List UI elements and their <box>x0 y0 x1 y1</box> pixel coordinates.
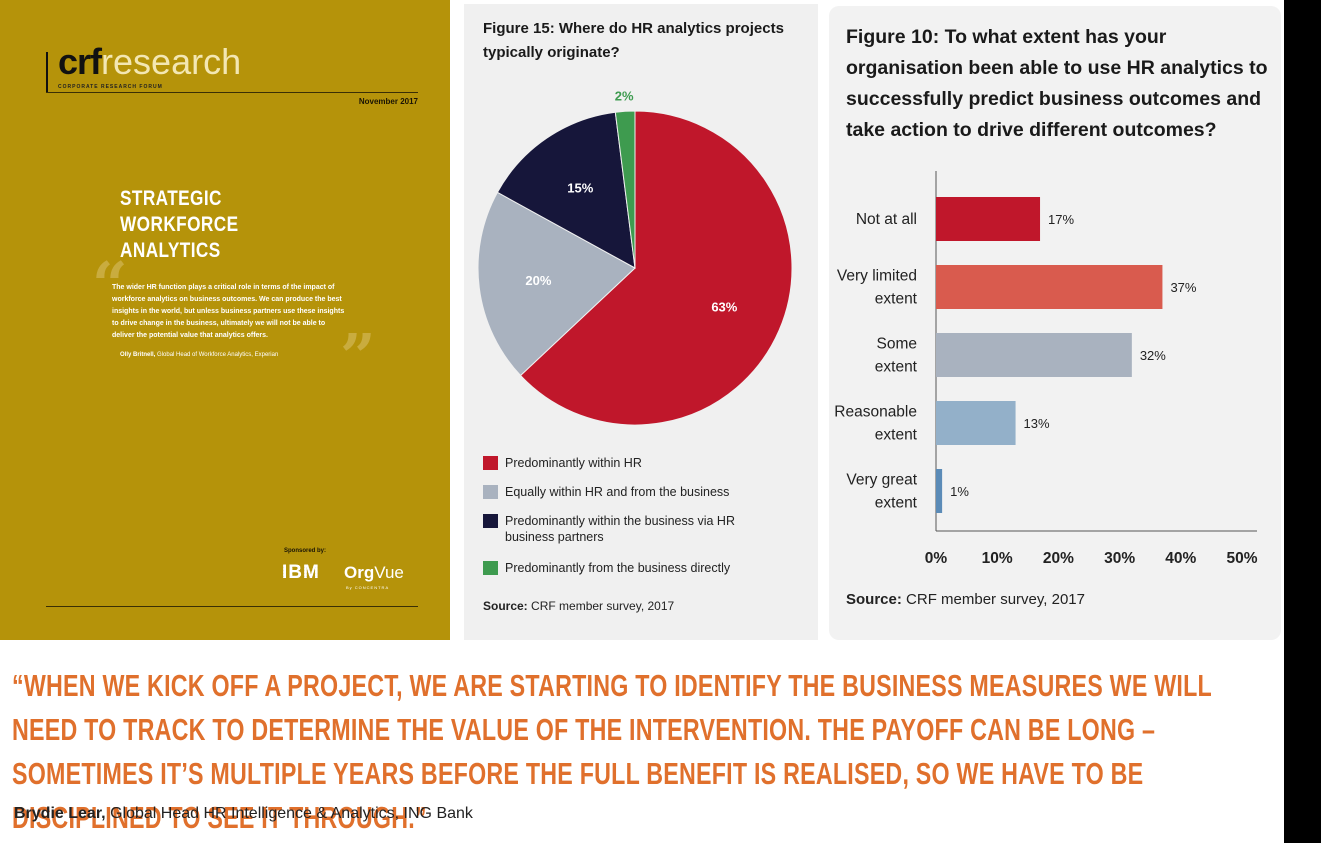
figure-15-title-text: : Where do HR analytics projects typical… <box>483 20 784 61</box>
orgvue-logo: OrgVue <box>344 563 404 583</box>
figure-15-source-label: Source: <box>483 599 528 613</box>
bar-value-label: 1% <box>950 484 969 499</box>
legend-swatch <box>483 514 498 528</box>
pie-slice-label: 63% <box>711 300 737 315</box>
pie-slice-label: 2% <box>615 88 634 103</box>
figure-15-title: Figure 15: Where do HR analytics project… <box>483 17 813 65</box>
logo-subtitle: CORPORATE RESEARCH FORUM <box>58 84 163 90</box>
legend-label: Predominantly from the business directly <box>505 561 731 575</box>
bar <box>936 333 1132 377</box>
figure-15-panel: Figure 15: Where do HR analytics project… <box>464 4 818 640</box>
figure-10-source-label: Source: <box>846 591 902 608</box>
cover-bottom-rule <box>46 606 418 607</box>
category-label: Reasonable extent <box>834 404 917 444</box>
pie-slice-label: 15% <box>567 180 593 195</box>
bar-value-label: 37% <box>1170 280 1196 295</box>
legend-label: Predominantly within HR <box>505 456 642 470</box>
cover-top-rule <box>46 92 418 93</box>
pull-quote-role: Global Head HR Intelligence & Analytics,… <box>110 805 473 822</box>
bar <box>936 265 1163 309</box>
category-label: Very great extent <box>846 472 917 512</box>
cover-quote-attribution: Olly Britnell, Global Head of Workforce … <box>120 352 278 358</box>
bar-chart: 17% Not at all 37% Very limited extent 32% Som… <box>834 171 1258 567</box>
logo-research: research <box>101 41 242 82</box>
quote-open-icon: “ <box>92 248 128 321</box>
pull-quote-author: Brydie Lear, <box>14 805 106 822</box>
pull-quote-attribution: Brydie Lear, Global Head HR Intelligence… <box>14 805 473 823</box>
cover-quote: The wider HR function plays a critical r… <box>112 284 345 339</box>
x-tick-label: 30% <box>1104 550 1135 567</box>
figure-15-source-text: CRF member survey, 2017 <box>531 599 675 613</box>
figure-15-title-label: Figure 15 <box>483 20 550 37</box>
figure-15-source: Source: CRF member survey, 2017 <box>483 599 674 613</box>
ibm-logo: IBM <box>282 562 320 583</box>
legend-swatch <box>483 561 498 575</box>
logo-crf: crf <box>58 41 102 82</box>
pie-slice <box>496 111 636 269</box>
pie-chart: 63% 20% 15% 2% <box>477 88 793 426</box>
x-tick-label: 40% <box>1165 550 1196 567</box>
figure-10-source-text: CRF member survey, 2017 <box>906 591 1085 608</box>
logo-bar <box>46 52 48 92</box>
cover-quote-role: Global Head of Workforce Analytics, Expe… <box>157 352 279 358</box>
x-tick-label: 10% <box>982 550 1013 567</box>
figure-10-title: Figure 10: To what extent has your organ… <box>846 22 1276 146</box>
report-cover: crfresearch CORPORATE RESEARCH FORUM Nov… <box>0 0 450 640</box>
legend-label: Equally within HR and from the business <box>505 485 730 499</box>
cover-title: STRATEGIC WORKFORCE ANALYTICS <box>120 187 239 262</box>
category-label: Very limited extent <box>837 268 918 308</box>
cover-quote-author: Olly Britnell, <box>120 352 156 358</box>
pie-slice <box>519 110 793 426</box>
sponsored-by-label: Sponsored by: <box>284 548 327 554</box>
x-tick-label: 50% <box>1226 550 1257 567</box>
cover-date: November 2017 <box>358 97 418 106</box>
x-tick-label: 0% <box>925 550 948 567</box>
figure-10-source: Source: CRF member survey, 2017 <box>846 591 1085 608</box>
pie-slice <box>614 110 636 269</box>
pull-quote-text: “WHEN WE KICK OFF A PROJECT, WE ARE STAR… <box>12 668 1212 835</box>
quote-close-icon: ” <box>340 320 376 393</box>
pie-slice <box>477 191 636 377</box>
bar <box>936 197 1041 241</box>
bar-value-label: 17% <box>1048 212 1074 227</box>
x-tick-label: 20% <box>1043 550 1074 567</box>
pull-quote: “WHEN WE KICK OFF A PROJECT, WE ARE STAR… <box>12 664 1282 840</box>
category-label: Not at all <box>856 211 917 228</box>
legend-swatch <box>483 485 498 499</box>
pie-slice-label: 20% <box>525 273 551 288</box>
bar <box>936 469 943 513</box>
bar <box>936 401 1016 445</box>
figure-10-title-label: Figure 10 <box>846 26 933 48</box>
figure-10-title-text: : To what extent has your organisation b… <box>846 26 1268 141</box>
orgvue-logo-bold: Org <box>344 563 375 582</box>
legend-swatch <box>483 456 498 470</box>
crf-logo: crfresearch <box>58 40 241 84</box>
bar-value-label: 13% <box>1024 416 1050 431</box>
figure-10-panel: Figure 10: To what extent has your organ… <box>829 6 1281 640</box>
bar-value-label: 32% <box>1140 348 1166 363</box>
orgvue-logo-rest: Vue <box>374 563 404 582</box>
category-label: Some extent <box>875 336 918 376</box>
concentra-label: By CONCENTRA <box>346 585 390 590</box>
legend-label: Predominantly within the business via HR… <box>505 514 735 544</box>
